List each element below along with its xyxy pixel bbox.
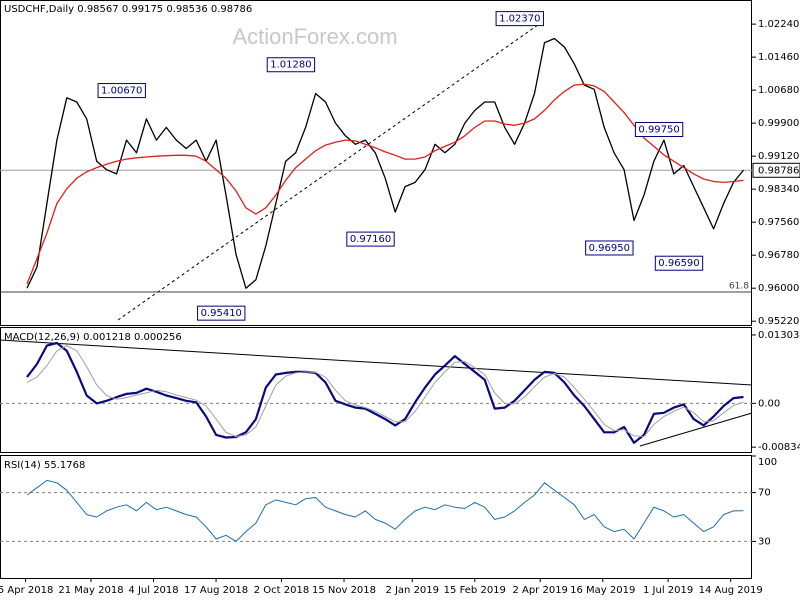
x-tick-label: 17 Aug 2018 [184, 585, 248, 596]
annotation-box [197, 305, 246, 321]
annotation-label: 0.96590 [658, 258, 699, 269]
annotation-label: 1.01280 [270, 60, 311, 71]
y-tick-label: 0.96000 [758, 283, 799, 294]
panel-title: USDCHF,Daily 0.98567 0.99175 0.98536 0.9… [4, 4, 252, 15]
panel-title: MACD(12,26,9) 0.001218 0.000256 [4, 332, 182, 343]
y-tick-label: 1.00680 [758, 85, 799, 96]
annotation-box [585, 240, 634, 256]
fib-level-label: 61.8 [729, 281, 749, 291]
watermark: ActionForex.com [232, 24, 397, 49]
x-tick-label: 14 Aug 2019 [699, 585, 763, 596]
series-line [26, 37, 745, 289]
panel-title: RSI(14) 55.1768 [4, 460, 85, 471]
y-tick-label: 1.02240 [758, 19, 799, 30]
y-tick-label: 0.97560 [758, 217, 799, 228]
x-tick-label: 2 Oct 2018 [254, 585, 309, 596]
annotation-box [495, 11, 544, 27]
last-price-box [752, 162, 800, 178]
panel-frame [0, 0, 752, 326]
y-tick-label: 0.99900 [758, 118, 799, 129]
trend-line [0, 339, 753, 386]
x-tick-label: 16 May 2019 [570, 585, 635, 596]
panel-frame [0, 455, 752, 579]
annotation-label: 0.97160 [350, 234, 391, 245]
annotation-box [346, 231, 395, 247]
annotation-label: 0.99750 [638, 124, 679, 135]
y-tick-label: 0.013034 [758, 330, 800, 341]
annotation-label: 0.96950 [589, 243, 630, 254]
y-tick-label: 0.98340 [758, 184, 799, 195]
x-tick-label: 2 Apr 2019 [512, 585, 567, 596]
last-price-label: 0.98786 [758, 165, 799, 176]
x-tick-label: 21 May 2018 [58, 585, 123, 596]
y-tick-label: 70 [758, 488, 771, 499]
x-tick-label: 15 Nov 2018 [312, 585, 376, 596]
annotation-box [654, 255, 704, 271]
y-tick-label: 0.99120 [758, 151, 799, 162]
x-tick-label: 2 Jan 2019 [385, 585, 439, 596]
x-tick-label: 4 Jul 2018 [128, 585, 178, 596]
y-tick-label: 0.00 [758, 398, 780, 409]
y-tick-label: 0.95220 [758, 316, 799, 327]
x-tick-label: 1 Jul 2019 [643, 585, 693, 596]
annotation-box [97, 83, 146, 99]
y-tick-label: 0.96780 [758, 250, 799, 261]
annotation-label: 1.00670 [101, 86, 142, 97]
series-line [26, 345, 744, 437]
y-tick-label: 1.01460 [758, 52, 799, 63]
series-line [26, 341, 744, 444]
series-line [26, 479, 744, 542]
annotation-label: 1.02370 [499, 14, 540, 25]
annotation-box [634, 121, 684, 137]
series-line [26, 83, 744, 285]
panel-frame [0, 327, 752, 453]
trend-line [639, 412, 753, 447]
x-tick-label: 15 Feb 2019 [444, 585, 506, 596]
y-tick-label: 30 [758, 536, 771, 547]
x-tick-label: 5 Apr 2018 [0, 585, 53, 596]
y-tick-label: -0.00834 [758, 442, 800, 453]
annotation-label: 0.95410 [201, 308, 242, 319]
y-tick-label: 100 [758, 457, 777, 468]
annotation-box [266, 57, 316, 73]
